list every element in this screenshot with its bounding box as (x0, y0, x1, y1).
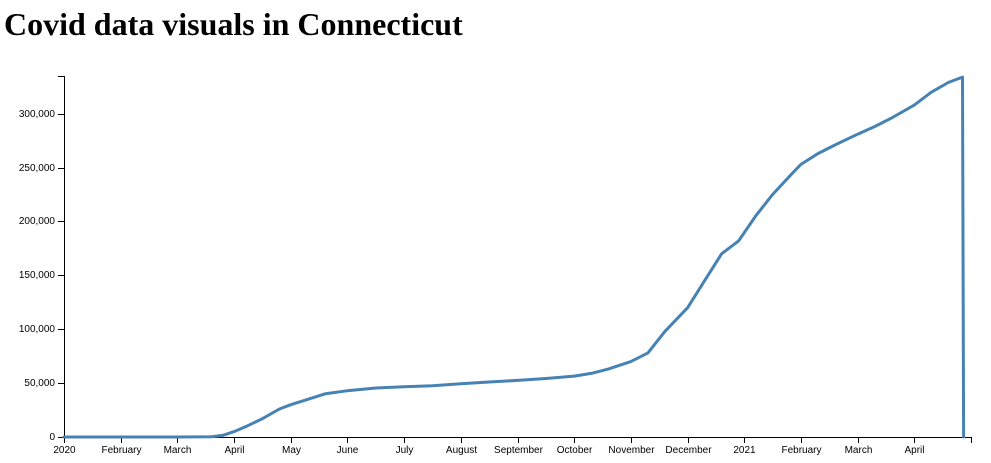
data-point-0-11 (323, 393, 326, 396)
y-tick-label-1: 50,000 (24, 378, 55, 389)
x-tick-label-6: July (396, 445, 414, 456)
data-point-0-29 (737, 240, 740, 243)
x-tick-label-0: 2020 (53, 445, 76, 456)
data-point-0-26 (686, 306, 689, 309)
data-point-0-17 (488, 381, 491, 384)
data-point-0-42 (961, 76, 964, 79)
data-point-0-1 (119, 436, 122, 439)
data-point-0-10 (306, 398, 309, 401)
data-point-0-13 (374, 387, 377, 390)
data-point-0-2 (176, 436, 179, 439)
data-point-0-0 (63, 436, 66, 439)
data-point-0-33 (800, 163, 803, 166)
data-point-0-3 (210, 435, 213, 438)
x-tick-label-10: November (608, 445, 655, 456)
data-point-0-23 (630, 360, 633, 363)
data-point-0-20 (573, 375, 576, 378)
x-tick-label-7: August (446, 445, 477, 456)
y-tick-label-4: 200,000 (19, 216, 56, 227)
x-tick-label-13: February (781, 445, 821, 456)
y-tick-label-0: 0 (49, 432, 55, 443)
data-point-0-7 (261, 417, 264, 420)
data-point-0-18 (516, 379, 519, 382)
x-tick-label-1: February (101, 445, 141, 456)
data-point-0-21 (590, 372, 593, 375)
data-point-0-37 (873, 125, 876, 128)
data-point-0-6 (244, 425, 247, 428)
y-tick-label-5: 250,000 (19, 163, 56, 174)
x-axis: 2020 February March April May June July August S… (53, 437, 972, 456)
x-tick-label-2: March (164, 445, 192, 456)
x-tick-label-5: June (337, 445, 359, 456)
data-point-0-27 (703, 279, 706, 282)
x-tick-label-8: September (494, 445, 544, 456)
data-point-0-38 (890, 117, 893, 120)
data-point-0-24 (647, 352, 650, 355)
x-tick-label-9: October (557, 445, 593, 456)
data-point-0-31 (771, 193, 774, 196)
data-point-0-12 (346, 389, 349, 392)
data-point-0-36 (856, 133, 859, 136)
x-tick-label-3: April (224, 445, 244, 456)
data-point-0-30 (754, 215, 757, 218)
data-point-0-22 (607, 368, 610, 371)
data-point-0-39 (913, 104, 916, 107)
y-tick-label-2: 100,000 (19, 324, 56, 335)
data-point-0-34 (817, 152, 820, 155)
plot-area (62, 75, 966, 439)
x-tick-label-14: March (845, 445, 873, 456)
y-tick-label-6: 300,000 (19, 109, 56, 120)
y-axis: 0 50,000 100,000 150,000 200,000 250,000 300,0… (19, 76, 65, 443)
data-point-0-25 (664, 330, 667, 333)
data-point-0-41 (947, 81, 950, 84)
data-point-0-5 (233, 430, 236, 433)
x-tick-label-11: December (665, 445, 712, 456)
data-point-0-43 (962, 436, 965, 439)
data-point-0-4 (221, 434, 224, 437)
data-point-0-32 (788, 175, 791, 178)
x-tick-label-4: May (282, 445, 301, 456)
data-point-0-19 (544, 377, 547, 380)
data-point-0-28 (720, 252, 723, 255)
y-tick-label-3: 150,000 (19, 270, 56, 281)
page-title: Covid data visuals in Connecticut (4, 6, 463, 42)
data-point-0-8 (278, 408, 281, 411)
data-point-0-9 (289, 403, 292, 406)
x-tick-label-12: 2021 (733, 445, 756, 456)
series-line-0 (62, 75, 966, 439)
data-point-0-14 (403, 385, 406, 388)
x-tick-label-15: April (904, 445, 924, 456)
data-point-0-16 (459, 382, 462, 385)
data-point-0-40 (930, 91, 933, 94)
data-point-0-15 (431, 384, 434, 387)
data-point-0-35 (834, 144, 837, 147)
